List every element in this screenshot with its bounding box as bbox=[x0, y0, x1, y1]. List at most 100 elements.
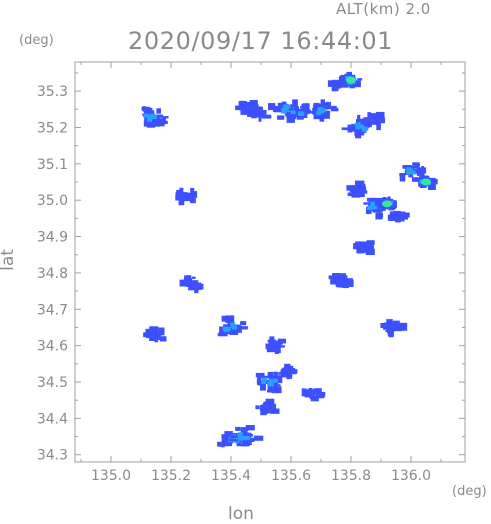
echo-cell-mid bbox=[283, 104, 289, 109]
echo-cell bbox=[260, 383, 266, 391]
echo-cell bbox=[361, 184, 366, 189]
echo-cell-mid bbox=[261, 380, 266, 384]
echo-cell-mid bbox=[147, 118, 152, 122]
echo-cell bbox=[260, 112, 264, 118]
echo-cell bbox=[267, 114, 271, 117]
echo-cell bbox=[410, 168, 421, 173]
echo-cell-strong bbox=[346, 76, 356, 84]
echo-cell bbox=[228, 439, 239, 442]
echo-cell bbox=[384, 322, 389, 328]
echo-cell bbox=[258, 117, 262, 122]
echo-cell bbox=[351, 185, 360, 192]
echo-cell bbox=[192, 276, 196, 279]
echo-cell bbox=[395, 217, 405, 222]
echo-cell bbox=[306, 389, 312, 393]
echo-cell-mid bbox=[317, 107, 323, 111]
echo-cell bbox=[359, 244, 369, 248]
echo-cell bbox=[288, 365, 294, 369]
echo-cell bbox=[156, 108, 161, 114]
echo-cell bbox=[271, 385, 276, 393]
echo-cell bbox=[142, 106, 147, 112]
echo-cell bbox=[256, 379, 262, 384]
echo-cell bbox=[222, 442, 232, 447]
echo-cell bbox=[402, 212, 410, 218]
echo-layer bbox=[141, 71, 438, 448]
echo-cell bbox=[363, 247, 373, 253]
echo-cell bbox=[380, 199, 385, 204]
echo-cell-mid bbox=[245, 436, 251, 441]
echo-cell bbox=[308, 391, 318, 395]
echo-cell bbox=[327, 80, 335, 87]
echo-cell-mid bbox=[317, 109, 323, 114]
echo-cell bbox=[322, 113, 330, 119]
echo-cell bbox=[427, 182, 436, 190]
echo-cell bbox=[278, 107, 284, 111]
echo-region bbox=[301, 388, 326, 402]
echo-cell bbox=[368, 197, 375, 203]
echo-cell bbox=[287, 369, 295, 373]
echo-region bbox=[328, 273, 354, 289]
echo-cell bbox=[334, 84, 339, 90]
echo-cell bbox=[179, 187, 184, 194]
echo-cell bbox=[387, 196, 391, 203]
echo-cell bbox=[387, 214, 396, 220]
echo-cell bbox=[357, 114, 361, 122]
echo-region bbox=[375, 196, 397, 211]
y-tick-label: 34.4 bbox=[37, 411, 68, 427]
x-tick-label: 136.0 bbox=[391, 468, 431, 484]
echo-cell bbox=[268, 103, 276, 111]
echo-cell bbox=[327, 105, 337, 110]
echo-cell-mid bbox=[143, 113, 149, 118]
echo-cell bbox=[226, 330, 232, 334]
echo-cell bbox=[271, 403, 276, 409]
echo-cell-mid bbox=[354, 122, 360, 127]
echo-cell bbox=[399, 173, 406, 177]
echo-cell bbox=[368, 123, 372, 128]
echo-cell bbox=[235, 105, 242, 111]
echo-cell bbox=[382, 197, 387, 201]
echo-region bbox=[141, 106, 169, 128]
echo-cell bbox=[269, 341, 273, 347]
echo-cell bbox=[146, 123, 156, 128]
echo-region bbox=[399, 162, 427, 182]
echo-cell bbox=[277, 348, 281, 354]
echo-cell bbox=[158, 327, 165, 336]
echo-cell bbox=[416, 173, 425, 176]
echo-cell bbox=[290, 105, 294, 111]
echo-cell bbox=[253, 106, 263, 113]
echo-cell bbox=[178, 198, 185, 206]
y-tick-label: 34.6 bbox=[37, 339, 68, 355]
echo-cell bbox=[159, 119, 165, 127]
echo-cell-mid bbox=[361, 127, 367, 132]
echo-cell bbox=[255, 372, 265, 378]
echo-cell bbox=[279, 371, 284, 374]
echo-cell bbox=[331, 107, 339, 112]
echo-cell bbox=[240, 444, 250, 447]
y-tick-label: 35.2 bbox=[37, 120, 68, 136]
echo-cell bbox=[357, 78, 363, 81]
echo-cell bbox=[260, 375, 270, 379]
echo-cell bbox=[254, 435, 260, 439]
echo-cell bbox=[146, 107, 153, 114]
y-tick-label: 34.8 bbox=[37, 266, 68, 282]
echo-region bbox=[308, 99, 339, 122]
echo-region bbox=[175, 187, 198, 206]
echo-cell bbox=[419, 175, 429, 180]
echo-cell bbox=[346, 185, 352, 191]
echo-cell bbox=[302, 103, 310, 111]
echo-cell bbox=[255, 405, 260, 410]
echo-cell bbox=[375, 111, 385, 119]
echo-cell-mid bbox=[237, 433, 243, 438]
echo-region bbox=[179, 275, 204, 294]
echo-cell bbox=[367, 112, 371, 118]
echo-cell bbox=[217, 441, 225, 447]
echo-region bbox=[346, 180, 368, 198]
echo-cell bbox=[249, 100, 258, 106]
echo-cell bbox=[229, 330, 239, 335]
echo-cell bbox=[351, 123, 358, 132]
echo-cell bbox=[338, 276, 347, 284]
echo-cell bbox=[249, 109, 259, 117]
echo-cell bbox=[162, 116, 169, 119]
echo-cell bbox=[360, 185, 364, 193]
